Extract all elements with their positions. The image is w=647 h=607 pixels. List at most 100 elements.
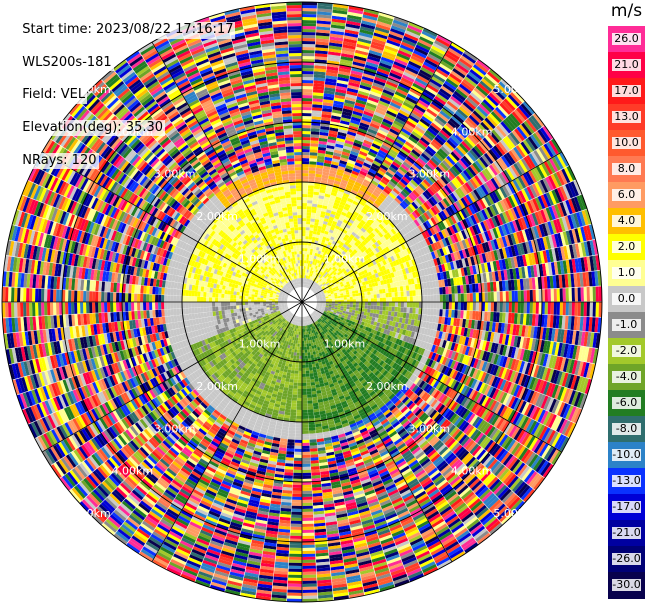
range-gate [358, 308, 362, 312]
range-gate [306, 221, 311, 225]
range-gate [325, 305, 329, 308]
range-gate [441, 107, 453, 118]
range-gate [516, 107, 528, 121]
range-gate [344, 32, 359, 38]
range-gate [436, 134, 447, 144]
range-gate [442, 219, 449, 229]
range-gate [562, 260, 568, 274]
range-gate [392, 241, 398, 248]
range-gate [302, 38, 316, 42]
range-gate [332, 220, 338, 226]
range-gate [302, 17, 317, 21]
range-gate [306, 206, 312, 210]
range-gate [309, 263, 312, 268]
range-gate [527, 136, 539, 150]
range-gate [528, 213, 536, 227]
range-gate [357, 249, 363, 255]
range-gate [512, 220, 519, 232]
range-gate [444, 317, 449, 325]
range-gate [351, 231, 357, 237]
range-gate [439, 110, 451, 120]
range-gate [583, 225, 590, 241]
range-gate [503, 98, 516, 111]
range-gate [322, 281, 326, 285]
range-gate [565, 199, 573, 215]
range-gate [505, 168, 515, 181]
range-gate [353, 184, 361, 190]
range-gate [334, 91, 346, 97]
range-gate [450, 351, 457, 360]
range-gate [313, 80, 325, 85]
range-gate [434, 192, 443, 202]
range-gate [521, 266, 526, 279]
range-gate [553, 288, 557, 302]
range-gate [586, 332, 592, 347]
range-gate [317, 285, 321, 289]
range-gate [394, 297, 398, 302]
range-gate [442, 208, 450, 218]
range-gate [313, 77, 326, 82]
range-gate [538, 224, 546, 238]
range-gate [452, 213, 460, 223]
range-gate [565, 329, 571, 344]
range-gate [334, 298, 338, 301]
range-gate [349, 304, 353, 308]
range-gate [388, 306, 392, 312]
range-gate [379, 192, 387, 200]
range-gate [441, 331, 446, 340]
range-gate [319, 232, 325, 237]
range-gate [335, 300, 338, 302]
range-gate [341, 151, 350, 157]
range-gate [400, 302, 404, 308]
range-gate [337, 244, 343, 249]
range-gate [351, 310, 356, 314]
range-gate [485, 73, 499, 86]
range-gate [478, 264, 483, 274]
range-gate [498, 281, 503, 292]
range-gate [325, 212, 331, 217]
range-gate [488, 68, 503, 81]
range-gate [537, 210, 545, 224]
range-gate [471, 176, 481, 188]
range-gate [487, 331, 492, 342]
range-gate [512, 179, 521, 192]
range-gate [447, 75, 461, 86]
range-gate [360, 81, 372, 88]
range-gate [421, 134, 432, 144]
range-gate [314, 56, 328, 61]
range-gate [312, 261, 315, 265]
range-gate [509, 92, 523, 105]
range-gate [392, 19, 408, 28]
range-gate [463, 50, 478, 62]
range-gate [308, 257, 312, 261]
range-gate [368, 185, 376, 192]
range-gate [390, 146, 400, 154]
range-gate [431, 76, 444, 86]
range-gate [375, 233, 382, 240]
range-gate [401, 280, 406, 286]
range-gate [557, 342, 563, 357]
range-gate [412, 325, 417, 332]
range-gate [481, 350, 488, 361]
range-gate [388, 302, 392, 307]
range-gate [510, 257, 516, 269]
range-gate [413, 332, 418, 339]
range-gate [517, 290, 521, 302]
range-gate [575, 345, 581, 361]
range-gate [473, 87, 487, 99]
range-gate [356, 40, 371, 47]
range-gate [338, 128, 348, 134]
range-gate [387, 151, 397, 159]
range-gate [505, 291, 509, 302]
range-gate [308, 185, 314, 189]
range-gate [435, 179, 444, 189]
range-gate [311, 116, 322, 120]
range-gate [352, 167, 361, 174]
range-gate [379, 97, 391, 105]
range-gate [426, 145, 437, 155]
range-gate [526, 186, 535, 199]
range-gate [434, 273, 439, 281]
range-gate [419, 69, 432, 79]
range-gate [457, 285, 461, 294]
range-gate [313, 255, 317, 260]
